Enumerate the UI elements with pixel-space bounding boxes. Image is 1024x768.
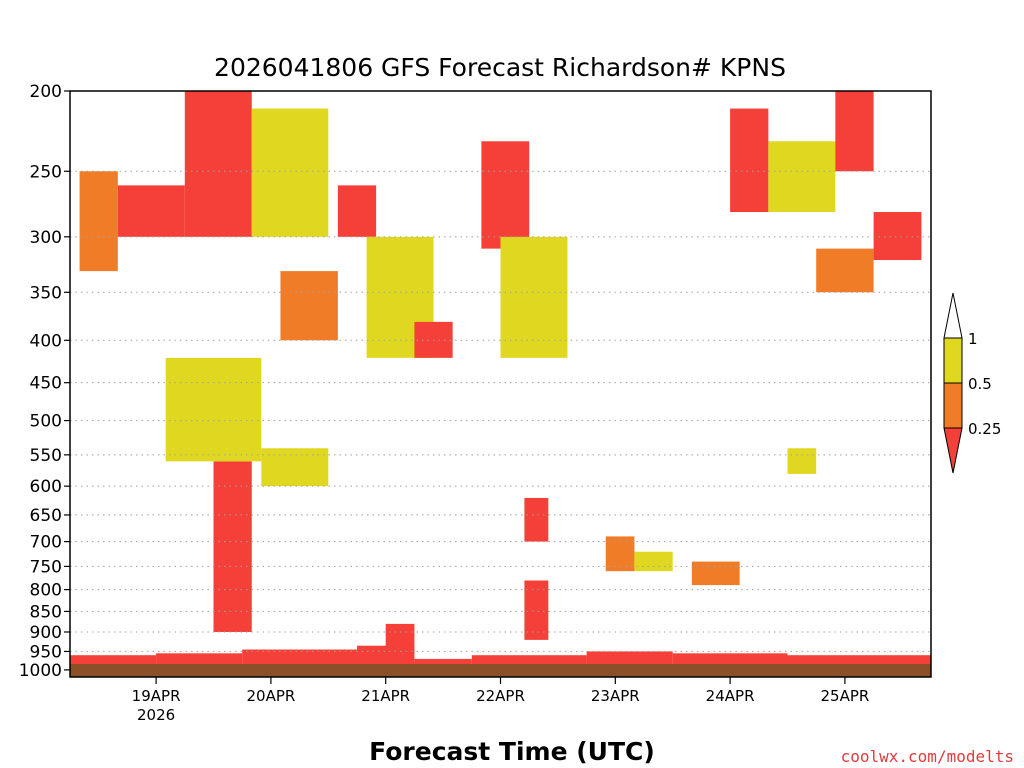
y-label-600: 600 (30, 477, 62, 497)
y-label-550: 550 (30, 446, 62, 466)
heatmap-cells (70, 91, 931, 670)
legend-label-1: 0.5 (968, 375, 992, 393)
credit-link[interactable]: coolwx.com/modelts (841, 747, 1014, 766)
heatmap-cell-31 (816, 248, 874, 293)
x-axis-title: Forecast Time (UTC) (369, 737, 655, 766)
x-label-24APR: 24APR (706, 687, 755, 705)
y-label-450: 450 (30, 374, 62, 394)
heatmap-cell-15 (691, 561, 740, 586)
heatmap-cell-33 (787, 448, 817, 474)
y-label-950: 950 (30, 642, 62, 662)
y-label-400: 400 (30, 331, 62, 351)
chart-title: 2026041806 GFS Forecast Richardson# KPNS (214, 53, 786, 82)
heatmap-cell-27 (261, 448, 329, 487)
heatmap-cell-18 (184, 91, 252, 237)
y-label-200: 200 (30, 82, 62, 102)
x-label-21APR: 21APR (361, 687, 410, 705)
y-label-350: 350 (30, 283, 62, 303)
y-label-750: 750 (30, 557, 62, 577)
y-label-1000: 1000 (19, 661, 62, 681)
heatmap-cell-10 (385, 623, 415, 652)
heatmap-cell-29 (768, 141, 836, 213)
heatmap-cell-28 (730, 108, 769, 213)
legend-label-2: 0.25 (968, 420, 1001, 438)
x-label-23APR: 23APR (591, 687, 640, 705)
y-label-250: 250 (30, 162, 62, 182)
heatmap-cell-16 (79, 171, 118, 272)
x-sublabel-year: 2026 (137, 706, 175, 724)
y-label-900: 900 (30, 623, 62, 643)
colorbar-legend: 1 0.5 0.25 (943, 292, 1001, 474)
heatmap-cell-11 (524, 497, 549, 542)
heatmap-cell-17 (117, 185, 185, 237)
heatmap-cell-20 (280, 271, 338, 341)
x-label-22APR: 22APR (476, 687, 525, 705)
heatmap-cell-26 (165, 357, 262, 462)
legend-bin-yellow (943, 337, 963, 384)
heatmap-cell-19 (251, 108, 329, 237)
x-label-20APR: 20APR (246, 687, 295, 705)
y-label-500: 500 (30, 412, 62, 432)
y-label-300: 300 (30, 228, 62, 248)
legend-bin-orange (943, 382, 963, 429)
y-label-800: 800 (30, 581, 62, 601)
heatmap-cell-21 (337, 185, 377, 237)
y-label-850: 850 (30, 602, 62, 622)
heatmap-cell-32 (873, 212, 922, 261)
legend-min-triangle (943, 427, 963, 474)
heatmap-cell-30 (835, 91, 874, 172)
x-label-19APR: 19APR (132, 687, 181, 705)
heatmap-cell-24 (481, 141, 530, 249)
heatmap-cell-12 (524, 580, 549, 640)
heatmap-cell-25 (500, 236, 568, 358)
y-label-650: 650 (30, 506, 62, 526)
ground-bar (70, 664, 931, 677)
y-label-700: 700 (30, 533, 62, 553)
heatmap-cell-9 (213, 461, 252, 632)
x-label-25APR: 25APR (820, 687, 869, 705)
heatmap-cell-14 (634, 551, 673, 572)
legend-label-0: 1 (968, 330, 978, 348)
legend-max-triangle (943, 292, 963, 339)
y-axis-labels: 200 250 300 350 400 450 500 550 600 650 700 750 8008… (19, 82, 62, 681)
heatmap-cell-13 (605, 536, 635, 572)
